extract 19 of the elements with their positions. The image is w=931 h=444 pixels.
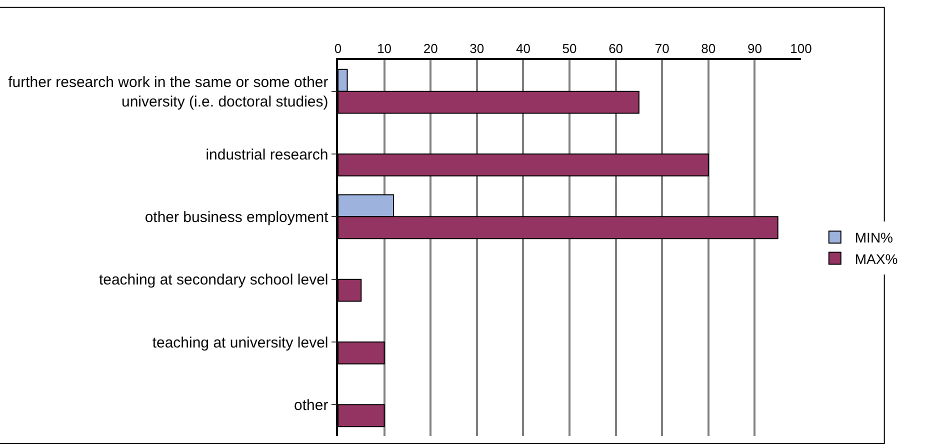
x-tick-label: 70 [654, 41, 670, 56]
x-tick-label: 20 [423, 41, 438, 56]
x-tick-label: 80 [701, 41, 716, 56]
legend-label: MAX% [854, 250, 898, 267]
y-tick-label: teaching at secondary school level [98, 272, 328, 289]
y-tick-label: teaching at university level [152, 334, 328, 352]
y-tick-label: other business employment [144, 208, 330, 226]
legend-label: MIN% [854, 230, 894, 246]
y-tick-label: other [294, 396, 328, 414]
x-tick-label: 0 [334, 41, 342, 56]
x-tick-label: 10 [377, 41, 392, 56]
x-tick-label: 100 [790, 41, 812, 56]
x-tick-label: 30 [470, 41, 484, 56]
y-tick-label: industrial research [206, 146, 328, 164]
x-tick-label: 50 [562, 41, 577, 56]
x-tick-label: 90 [747, 41, 762, 56]
y-tick-label: further research work in the same or some other university (i.e. doctoral studies) [8, 74, 328, 110]
x-tick-label: 60 [608, 41, 624, 56]
x-tick-label: 40 [516, 41, 530, 56]
